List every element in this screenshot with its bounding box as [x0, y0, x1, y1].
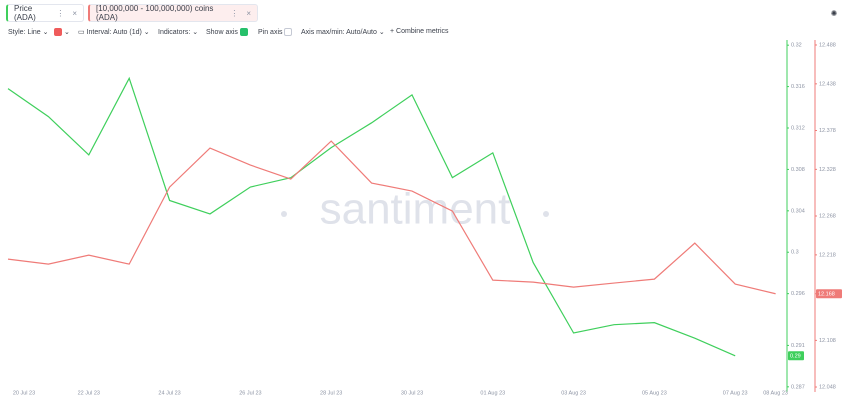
metric-chip[interactable]: [10,000,000 - 100,000,000) coins (ADA) ⋮…	[88, 4, 258, 22]
current-value-box	[788, 351, 804, 361]
y2-tick-label: 12.328	[819, 167, 836, 173]
settings-icon[interactable]: ✺	[830, 8, 838, 18]
y2-tick-label: 12.378	[819, 128, 836, 134]
y2-tick-label: 12.438	[819, 81, 836, 87]
y-tick-label: 0.316	[791, 84, 805, 90]
x-tick-label: 30 Jul 23	[401, 390, 423, 396]
series-line	[7, 76, 736, 357]
metric-name: Price (ADA)	[14, 4, 36, 22]
y-tick-label: 0.312	[791, 125, 805, 131]
combine-label: Combine metrics	[396, 28, 449, 35]
y-tick-label: 0.308	[791, 167, 805, 173]
x-tick-label: 01 Aug 23	[480, 390, 505, 396]
axis-minmax[interactable]: Axis max/min: Auto/Auto ⌄	[301, 29, 385, 36]
y2-tick-label: 12.048	[819, 384, 836, 390]
y-tick-label: 0.296	[791, 291, 805, 297]
y-tick-label: 0.287	[791, 384, 805, 390]
interval-select[interactable]: ▭ Interval: Auto (1d) ⌄	[78, 29, 150, 36]
menu-icon[interactable]: ⋮	[56, 8, 65, 18]
x-tick-label: 05 Aug 23	[642, 390, 667, 396]
axis-minmax-label: Axis max/min: Auto/Auto	[301, 29, 377, 36]
checkbox[interactable]	[284, 28, 293, 36]
current-value-label: 12.168	[818, 292, 835, 298]
x-tick-label: 07 Aug 23	[723, 390, 748, 396]
x-tick-label: 22 Jul 23	[78, 390, 100, 396]
y-tick-label: 0.304	[791, 208, 805, 214]
pin-axis-label: Pin axis	[258, 28, 283, 36]
y2-tick-label: 12.268	[819, 213, 836, 219]
combine-metrics[interactable]: + Combine metrics	[390, 28, 449, 35]
current-value-box	[816, 289, 842, 299]
y2-tick-label: 12.218	[819, 252, 836, 258]
x-tick-label: 03 Aug 23	[561, 390, 586, 396]
x-tick-label: 26 Jul 23	[239, 390, 261, 396]
x-tick-label: 24 Jul 23	[158, 390, 180, 396]
menu-icon[interactable]: ⋮	[230, 8, 239, 18]
x-tick-label: 20 Jul 23	[13, 390, 35, 396]
color-select[interactable]: ⌄	[54, 28, 70, 37]
checkbox[interactable]	[239, 28, 248, 36]
watermark-dot	[281, 211, 287, 217]
close-icon[interactable]: ×	[246, 8, 251, 18]
y-tick-label: 0.32	[791, 43, 802, 49]
metric-chip[interactable]: Price (ADA) ⋮ ×	[6, 4, 84, 22]
y2-tick-label: 12.108	[819, 338, 836, 344]
y-tick-label: 0.3	[791, 250, 799, 256]
show-axis-label: Show axis	[206, 28, 238, 36]
show-axis[interactable]: Show axis	[206, 28, 248, 36]
interval-label: Interval: Auto (1d)	[86, 29, 142, 36]
x-tick-label: 28 Jul 23	[320, 390, 342, 396]
color-swatch	[54, 28, 62, 37]
y2-tick-label: 12.488	[819, 42, 836, 48]
y-tick-label: 0.291	[791, 343, 805, 349]
pin-axis[interactable]: Pin axis	[258, 28, 293, 36]
series-line	[7, 140, 776, 295]
style-select[interactable]: Style: Line ⌄	[8, 29, 49, 36]
watermark-dot	[543, 211, 549, 217]
x-tick-label: 08 Aug 23	[763, 390, 788, 396]
close-icon[interactable]: ×	[72, 8, 77, 18]
metric-name: [10,000,000 - 100,000,000) coins (ADA)	[96, 4, 214, 22]
current-value-label: 0.29	[790, 354, 801, 360]
indicators-select[interactable]: Indicators: ⌄	[158, 29, 199, 36]
style-label: Style: Line	[8, 29, 41, 36]
indicators-label: Indicators:	[158, 29, 191, 36]
